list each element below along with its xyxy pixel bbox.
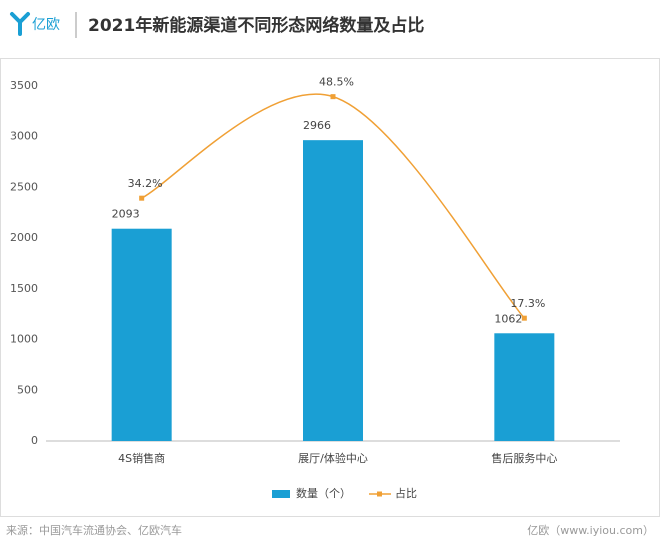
x-tick-label: 4S销售商 <box>118 451 165 465</box>
bar-label: 1062 <box>494 312 522 325</box>
line-marker <box>521 315 527 321</box>
header-bg <box>0 0 660 48</box>
logo-text: 亿欧 <box>32 17 60 33</box>
x-tick-label: 展厅/体验中心 <box>298 451 368 465</box>
y-tick-label: 500 <box>17 383 38 396</box>
legend-label: 数量（个） <box>296 487 351 500</box>
bar-label: 2966 <box>303 119 331 132</box>
y-tick-label: 3000 <box>10 130 38 143</box>
line-label: 17.3% <box>510 297 545 310</box>
y-tick-label: 1000 <box>10 333 38 346</box>
line-marker <box>330 94 336 100</box>
legend-swatch <box>377 491 382 497</box>
y-tick-label: 2000 <box>10 231 38 244</box>
source: 来源：中国汽车流通协会、亿欧汽车 <box>6 523 182 537</box>
site: 亿欧（www.iyiou.com） <box>527 524 654 537</box>
line-label: 34.2% <box>128 177 163 190</box>
y-tick-label: 0 <box>31 434 38 447</box>
y-tick-label: 1500 <box>10 282 38 295</box>
bar-label: 2093 <box>112 208 140 221</box>
legend-swatch <box>272 490 290 498</box>
bar <box>111 228 172 441</box>
logo-icon <box>10 12 30 36</box>
x-tick-label: 售后服务中心 <box>491 451 557 465</box>
bar <box>303 140 363 442</box>
legend-label: 占比 <box>395 486 417 500</box>
y-tick-label: 3500 <box>10 79 38 92</box>
line-label: 48.5% <box>319 76 354 89</box>
line-marker <box>139 195 145 201</box>
y-tick-label: 2500 <box>10 180 38 193</box>
chart-title: 2021年新能源渠道不同形态网络数量及占比 <box>88 15 424 36</box>
bar <box>494 333 555 441</box>
